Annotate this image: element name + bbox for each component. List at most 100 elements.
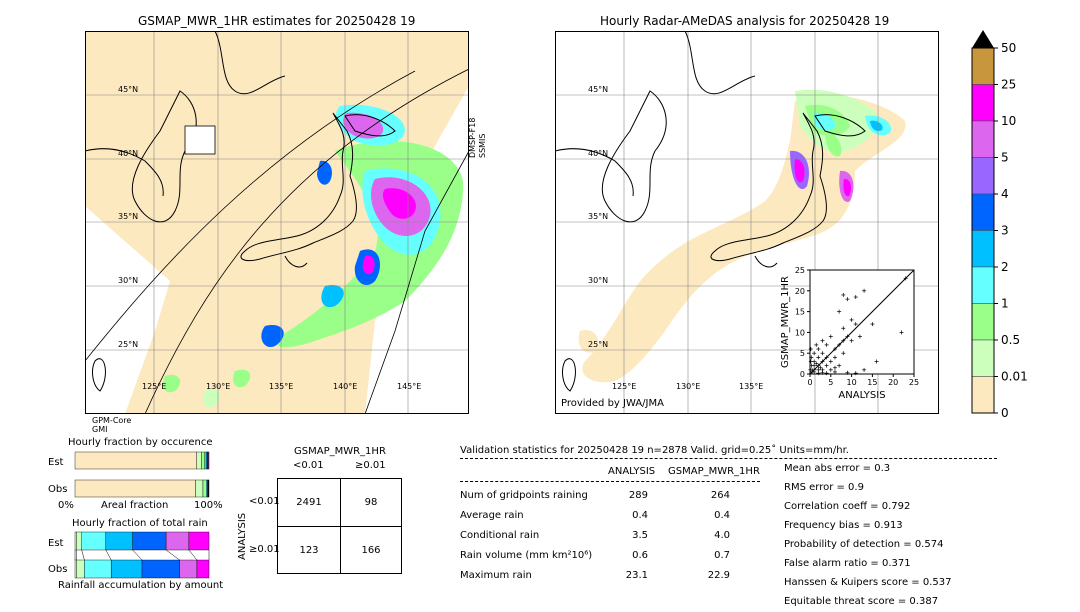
scatter-point [810, 369, 815, 374]
fraction-segment [74, 451, 197, 470]
score-mae: Mean abs error = 0.3 [784, 463, 891, 474]
score-pod: Probability of detection = 0.574 [784, 539, 944, 550]
colorbar-extend-arrow [972, 30, 994, 48]
scatter-xlabel: ANALYSIS [838, 390, 885, 401]
scatter-point [845, 370, 850, 375]
contingency-col-lt: <0.01 [293, 460, 324, 471]
contingency-title: GSMAP_MWR_1HR [294, 446, 386, 457]
right-lat-label: 30°N [588, 276, 609, 285]
scatter-point [816, 363, 821, 368]
fraction-segment [196, 559, 210, 579]
fraction-connector [132, 549, 143, 561]
stat-row-label: Average rain [460, 510, 524, 521]
colorbar-segment [971, 157, 995, 195]
left-lat-label: 25°N [118, 340, 139, 349]
map-credit: Provided by JWA/JMA [561, 398, 664, 409]
y-tick-label: 10 [795, 328, 805, 337]
scatter-point [824, 355, 829, 360]
x-tick-label: 0 [807, 378, 812, 387]
scatter-point [832, 369, 837, 374]
left-map-title: GSMAP_MWR_1HR estimates for 20250428 19 [138, 14, 416, 28]
right-map-title: Hourly Radar-AMeDAS analysis for 2025042… [600, 14, 890, 28]
y-tick-label: 0 [800, 370, 805, 379]
stat-row-gsmap: 0.4 [714, 510, 730, 521]
axis-0: 0% [58, 500, 74, 511]
contingency-cell: 2491 [296, 497, 322, 508]
fraction-segment [84, 559, 112, 579]
scatter-point [841, 351, 846, 356]
fraction-segment [105, 531, 133, 551]
fraction-segment [76, 559, 85, 579]
right-lon-label: 125°E [612, 382, 637, 391]
fraction-connector [188, 549, 198, 561]
contingency-cell: 98 [364, 497, 378, 508]
axis-label: Areal fraction [101, 500, 169, 511]
fraction-connector [105, 549, 112, 561]
scatter-point [853, 371, 858, 376]
scatter-point [808, 367, 813, 372]
x-tick-label: 10 [847, 378, 857, 387]
scatter-point [857, 334, 862, 339]
one-to-one-line [809, 269, 915, 375]
row-label-est-2: Est [48, 538, 64, 549]
validation-header: Validation statistics for 20250428 19 n=… [460, 445, 849, 456]
colorbar-segment [971, 230, 995, 268]
occurrence-title: Hourly fraction by occurence [68, 437, 213, 448]
row-label-est: Est [48, 457, 64, 468]
contingency-row-lt: <0.01 [249, 496, 280, 507]
row-label-obs-2: Obs [48, 564, 68, 575]
fraction-segment [110, 559, 143, 579]
right-lat-label: 35°N [588, 212, 609, 221]
left-lat-label: 45°N [118, 85, 139, 94]
stat-row-label: Maximum rain [460, 570, 532, 581]
fraction-segment [81, 531, 107, 551]
stat-row-label: Rain volume (mm km²10⁶) [460, 550, 593, 561]
scatter-point [849, 338, 854, 343]
colorbar-tick-label: 50 [1001, 41, 1016, 55]
scatter-point [820, 338, 825, 343]
scatter-point [828, 367, 833, 372]
x-tick-label: 20 [888, 378, 898, 387]
scatter-point [818, 365, 823, 370]
right-lon-label: 130°E [676, 382, 701, 391]
colorbar-tick-label: 0.01 [1001, 370, 1028, 384]
scatter-point [841, 326, 846, 331]
scatter-point [820, 351, 825, 356]
score-hk: Hanssen & Kuipers score = 0.537 [784, 577, 952, 588]
scatter-point [837, 342, 842, 347]
scatter-point [837, 363, 842, 368]
scatter-point [828, 334, 833, 339]
scatter-point [832, 347, 837, 352]
accum-title: Rainfall accumulation by amount [58, 580, 224, 591]
colorbar-segment [971, 47, 995, 85]
stat-row-gsmap: 264 [710, 490, 730, 501]
colorbar: 50 25 10 5 4 3 2 1 0.5 0.01 0 [971, 30, 1028, 418]
scatter-point [849, 317, 854, 322]
fraction-segment [208, 451, 210, 470]
scatter-point [824, 342, 829, 347]
score-bias: Frequency bias = 0.913 [784, 520, 903, 531]
right-map [555, 31, 939, 414]
stat-row-label: Num of gridpoints raining [460, 490, 588, 501]
stat-row-analysis: 289 [628, 490, 648, 501]
fraction-segment [74, 559, 77, 579]
scatter-point [808, 347, 813, 352]
sensor-line-2: GMI [92, 425, 108, 434]
left-lat-label: 35°N [118, 212, 139, 221]
scatter-point [816, 371, 821, 376]
fraction-segment [195, 479, 204, 498]
total-rain-title: Hourly fraction of total rain [72, 518, 208, 529]
scatter-point [853, 295, 858, 300]
score-ets: Equitable threat score = 0.387 [784, 596, 939, 607]
fraction-segment [201, 451, 205, 470]
axis-100: 100% [194, 500, 223, 511]
scatter-point [832, 355, 837, 360]
scatter-point [809, 363, 814, 368]
fraction-connector [81, 549, 85, 561]
left-lat-label: 30°N [118, 276, 139, 285]
right-lon-label: 135°E [739, 382, 764, 391]
left-lon-label: 125°E [142, 382, 167, 391]
contingency-cell: 166 [361, 545, 381, 556]
scatter-point [828, 359, 833, 364]
scatter-point [812, 351, 817, 356]
